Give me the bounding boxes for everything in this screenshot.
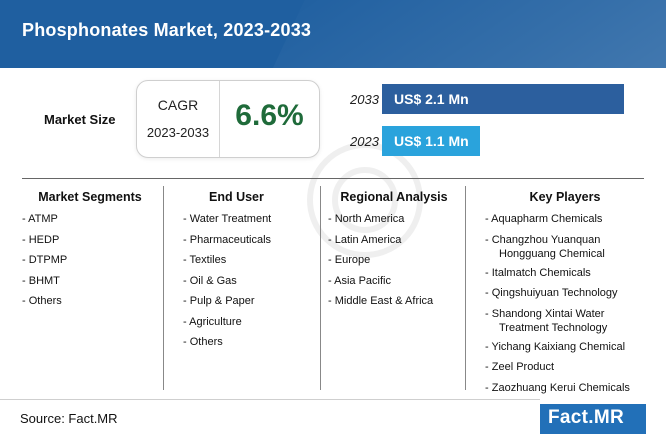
market-size-bar-2023: US$ 1.1 Mn — [382, 126, 480, 156]
list-item: - North America — [328, 213, 405, 225]
footer-divider — [0, 399, 540, 400]
source-text: Source: Fact.MR — [20, 411, 118, 426]
list-item: - Others — [22, 295, 62, 307]
key-players-list: - Aquapharm Chemicals - Changzhou Yuanqu… — [485, 212, 645, 395]
list-item: - Middle East & Africa — [328, 295, 434, 307]
key-players-heading: Key Players — [529, 190, 601, 204]
regional-analysis-heading: Regional Analysis — [340, 190, 448, 204]
bar-value-2023: US$ 1.1 Mn — [394, 133, 469, 149]
list-item: - BHMT — [22, 274, 60, 287]
list-item: - Changzhou Yuanquan Hongguang Chemical — [485, 233, 605, 260]
list-item: - Italmatch Chemicals — [485, 266, 591, 279]
list-item: - Yichang Kaixiang Chemical — [485, 340, 626, 353]
cagr-period: 2023-2033 — [146, 125, 210, 140]
column-divider — [163, 186, 164, 390]
cagr-label: CAGR — [157, 97, 199, 113]
market-size-label: Market Size — [44, 112, 116, 127]
end-user-list: - Water Treatment - Pharmaceuticals - Te… — [183, 212, 313, 349]
list-item: - Shandong Xintai Water Treatment Technol… — [485, 307, 608, 334]
logo-text: Fact.MR — [548, 407, 624, 428]
list-item: - Oil & Gas — [183, 274, 237, 287]
list-item: - Pulp & Paper — [183, 295, 255, 307]
list-item: - Zeel Product — [485, 361, 555, 373]
cagr-value: 6.6% — [235, 99, 304, 132]
page-title: Phosphonates Market, 2023-2033 — [22, 20, 312, 40]
cagr-card: CAGR 2023-2033 6.6% — [136, 80, 320, 158]
cagr-divider — [219, 81, 220, 157]
column-divider — [320, 186, 321, 390]
market-segments-list: - ATMP - HEDP - DTPMP - BHMT - Others — [22, 212, 158, 308]
column-divider — [465, 186, 466, 390]
section-separator — [22, 178, 644, 179]
list-item: - Others — [183, 336, 223, 348]
list-item: - Aquapharm Chemicals — [485, 213, 603, 225]
regional-analysis-column: Regional Analysis - North America - Lati… — [328, 190, 460, 315]
list-item: - HEDP — [22, 233, 60, 246]
list-item: - Asia Pacific — [328, 274, 391, 287]
market-size-bar-2033: US$ 2.1 Mn — [382, 84, 624, 114]
year-label-2033: 2033 — [350, 92, 379, 107]
end-user-column: End User - Water Treatment - Pharmaceuti… — [183, 190, 313, 356]
list-item: - Agriculture — [183, 315, 242, 328]
list-item: - Europe — [328, 254, 371, 266]
bar-value-2033: US$ 2.1 Mn — [394, 91, 469, 107]
list-item: - Water Treatment — [183, 213, 272, 225]
list-item: - Textiles — [183, 254, 227, 266]
market-segments-column: Market Segments - ATMP - HEDP - DTPMP - … — [22, 190, 158, 315]
regional-analysis-list: - North America - Latin America - Europe… — [328, 212, 460, 308]
list-item: - Latin America — [328, 233, 402, 246]
end-user-heading: End User — [209, 190, 264, 204]
header-decoration — [248, 0, 666, 68]
list-item: - Zaozhuang Kerui Chemicals — [485, 381, 630, 394]
list-item: - Pharmaceuticals — [183, 233, 272, 246]
list-item: - Qingshuiyuan Technology — [485, 287, 618, 299]
header-banner: Phosphonates Market, 2023-2033 — [0, 0, 666, 68]
factmr-logo: Fact.MR — [540, 404, 646, 434]
key-players-column: Key Players - Aquapharm Chemicals - Chan… — [485, 190, 645, 401]
list-item: - DTPMP — [22, 254, 68, 266]
market-segments-heading: Market Segments — [38, 190, 142, 204]
list-item: - ATMP — [22, 213, 58, 225]
year-label-2023: 2023 — [350, 134, 379, 149]
